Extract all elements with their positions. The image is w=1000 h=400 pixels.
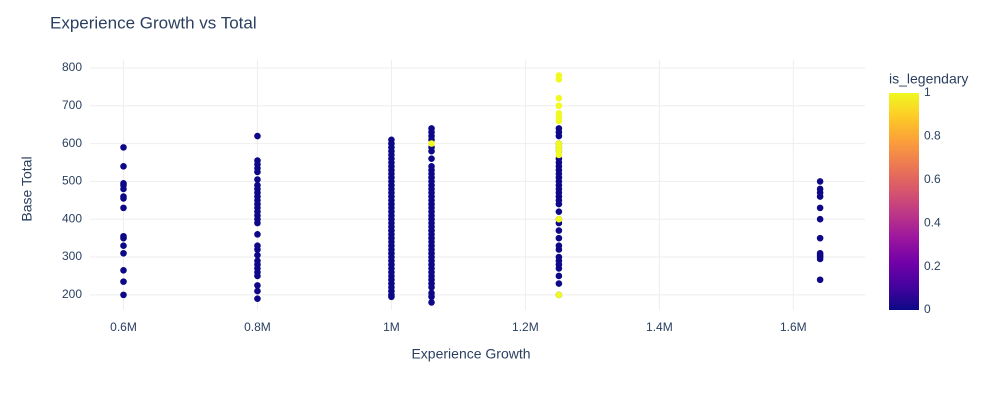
point: [816, 234, 824, 242]
y-tick-label: 400: [62, 211, 82, 225]
point: [555, 227, 563, 234]
point: [555, 272, 563, 280]
x-axis-title: Experience Growth: [411, 346, 530, 362]
colorbar-tick-label: 1: [924, 85, 931, 99]
point: [816, 255, 824, 263]
x-tick-label: 1.4M: [646, 320, 673, 334]
colorbar-tick-label: 0: [924, 302, 931, 316]
colorbar-tick-label: 0.8: [924, 129, 941, 143]
point: [555, 200, 563, 208]
point: [555, 208, 563, 215]
point: [120, 278, 127, 285]
point: [428, 299, 435, 306]
point: [254, 287, 261, 295]
point: [254, 282, 261, 289]
y-tick-label: 500: [62, 174, 82, 188]
point: [120, 234, 127, 242]
colorbar-tick-label: 0.2: [924, 259, 941, 273]
point: [555, 102, 563, 110]
point: [254, 295, 261, 302]
point: [254, 168, 261, 176]
point: [120, 185, 127, 193]
point: [254, 251, 261, 259]
point: [555, 234, 563, 242]
point: [428, 284, 435, 291]
chart-title: Experience Growth vs Total: [50, 13, 257, 32]
point: [120, 204, 127, 212]
point: [816, 204, 824, 212]
point: [254, 272, 261, 280]
point: [120, 195, 127, 202]
y-tick-label: 800: [62, 60, 82, 74]
x-tick-label: 0.8M: [244, 320, 271, 334]
point: [254, 246, 261, 253]
point: [254, 132, 261, 140]
point: [816, 178, 824, 185]
point: [555, 117, 563, 125]
colorbar: [889, 93, 919, 310]
point: [555, 246, 563, 253]
point: [428, 147, 435, 155]
x-tick-label: 1.6M: [780, 320, 807, 334]
point: [555, 75, 563, 83]
point: [254, 176, 261, 183]
point: [428, 293, 435, 301]
point: [428, 155, 435, 163]
y-tick-label: 200: [62, 287, 82, 301]
y-tick-label: 300: [62, 249, 82, 263]
point: [120, 249, 127, 257]
point: [816, 215, 824, 223]
colorbar-tick-label: 0.6: [924, 172, 941, 186]
point: [555, 132, 563, 140]
point: [428, 140, 435, 147]
point: [555, 94, 563, 102]
y-axis-title: Base Total: [19, 156, 35, 221]
point: [816, 276, 824, 284]
colorbar-tick-label: 0.4: [924, 215, 941, 229]
point: [120, 144, 127, 151]
point: [388, 293, 395, 301]
point: [555, 280, 563, 287]
point: [555, 265, 563, 272]
point: [555, 215, 563, 223]
point: [555, 151, 563, 159]
point: [555, 291, 563, 299]
x-tick-label: 1M: [383, 320, 400, 334]
point: [254, 231, 261, 238]
point: [816, 193, 824, 200]
y-tick-label: 700: [62, 98, 82, 112]
y-tick-label: 600: [62, 136, 82, 150]
point: [120, 242, 127, 250]
colorbar-title: is_legendary: [889, 71, 968, 87]
point: [120, 266, 127, 274]
point: [120, 291, 127, 299]
point: [120, 162, 127, 170]
point: [254, 219, 261, 227]
x-tick-label: 1.2M: [512, 320, 539, 334]
x-tick-label: 0.6M: [110, 320, 137, 334]
